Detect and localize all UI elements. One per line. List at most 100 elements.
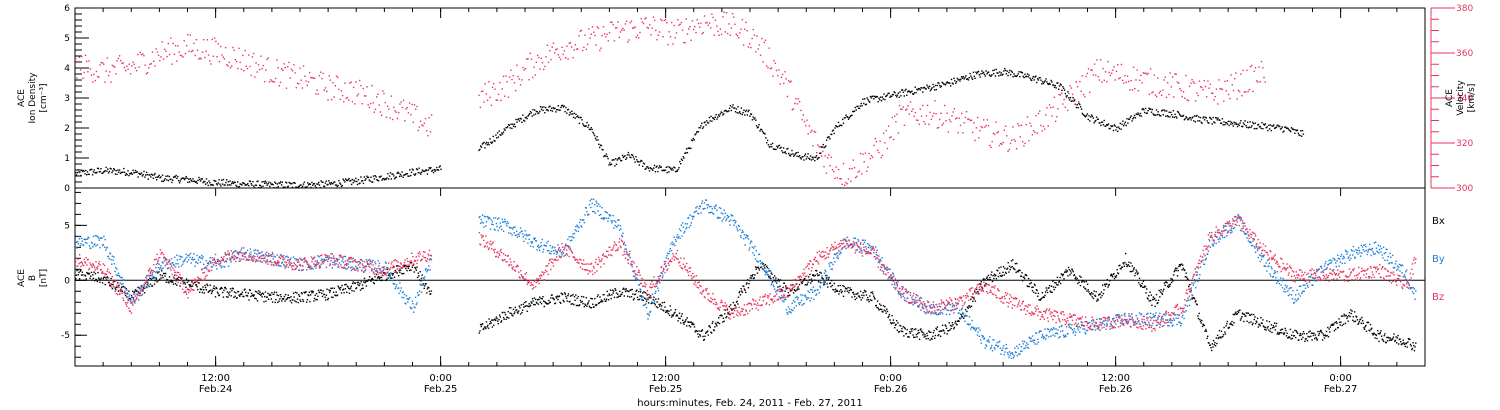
data-point	[101, 62, 104, 64]
data-point	[758, 124, 760, 126]
data-point	[933, 89, 936, 91]
data-point	[1181, 95, 1183, 98]
data-point	[927, 86, 929, 88]
data-point	[354, 180, 356, 183]
data-point	[1062, 275, 1064, 277]
data-point	[1237, 89, 1240, 92]
data-point	[248, 54, 250, 56]
data-point	[1254, 316, 1256, 318]
data-point	[318, 184, 321, 186]
data-point	[279, 294, 282, 296]
data-point	[727, 312, 729, 314]
data-point	[763, 265, 765, 267]
data-point	[391, 118, 394, 121]
data-point	[991, 74, 993, 76]
data-point	[117, 169, 119, 171]
data-point	[863, 102, 865, 105]
data-point	[531, 302, 533, 304]
data-point	[222, 259, 225, 262]
data-point	[738, 112, 740, 114]
data-point	[1246, 69, 1248, 72]
data-point	[1252, 322, 1254, 324]
data-point	[534, 304, 536, 306]
data-point	[1355, 315, 1357, 317]
data-point	[374, 276, 376, 278]
data-point	[1299, 134, 1301, 137]
data-point	[616, 296, 618, 299]
data-point	[306, 301, 308, 303]
data-point	[686, 317, 688, 319]
data-point	[524, 117, 527, 119]
data-point	[350, 287, 352, 289]
data-point	[115, 170, 117, 172]
data-point	[900, 330, 902, 332]
data-point	[1258, 323, 1260, 326]
data-point	[932, 332, 935, 334]
data-point	[356, 95, 358, 97]
data-point	[1031, 79, 1033, 82]
data-point	[747, 279, 749, 281]
data-point	[609, 294, 611, 296]
data-point	[564, 57, 567, 59]
data-point	[1025, 273, 1027, 276]
data-point	[1056, 82, 1058, 84]
data-point	[1035, 292, 1037, 294]
data-point	[302, 183, 305, 185]
data-point	[415, 168, 418, 170]
data-point	[391, 272, 393, 275]
data-point	[1021, 72, 1024, 74]
data-point	[652, 298, 654, 301]
data-point	[887, 92, 889, 94]
data-point	[1044, 80, 1046, 82]
data-point	[920, 328, 922, 330]
data-point	[171, 63, 173, 65]
data-point	[1061, 273, 1063, 276]
data-point	[834, 177, 836, 179]
data-point	[224, 47, 227, 49]
data-point	[882, 311, 884, 313]
data-point	[754, 274, 756, 276]
data-point	[880, 308, 883, 311]
data-point	[779, 83, 781, 85]
data-point	[1079, 284, 1082, 287]
data-point	[181, 55, 183, 57]
data-point	[269, 294, 272, 296]
data-point	[1094, 295, 1097, 297]
data-point	[248, 185, 250, 187]
data-point	[769, 67, 772, 70]
data-point	[413, 104, 416, 106]
data-point	[970, 75, 972, 77]
data-point	[976, 72, 978, 75]
data-point	[421, 169, 424, 171]
data-point	[374, 175, 376, 177]
data-point	[78, 278, 81, 280]
data-point	[1085, 116, 1087, 118]
data-point	[1316, 339, 1318, 341]
data-point	[1147, 72, 1149, 75]
data-point	[955, 320, 957, 322]
data-point	[1072, 96, 1074, 99]
data-point	[663, 310, 665, 312]
data-point	[328, 255, 330, 257]
data-point	[815, 156, 817, 159]
data-point	[1341, 324, 1343, 327]
data-point	[770, 272, 772, 274]
data-point	[939, 84, 941, 87]
data-point	[316, 89, 318, 91]
data-point	[566, 109, 569, 111]
data-point	[1018, 71, 1020, 73]
data-point	[745, 109, 748, 111]
data-point	[267, 292, 269, 295]
data-point	[850, 114, 852, 117]
data-point	[862, 153, 864, 155]
data-point	[174, 45, 177, 47]
data-point	[379, 111, 382, 113]
data-point	[305, 80, 307, 82]
data-point	[99, 279, 102, 281]
data-point	[222, 291, 224, 294]
data-point	[1266, 320, 1268, 322]
data-point	[1291, 337, 1294, 340]
data-point	[341, 284, 343, 287]
data-point	[143, 286, 145, 288]
data-point	[395, 265, 398, 267]
